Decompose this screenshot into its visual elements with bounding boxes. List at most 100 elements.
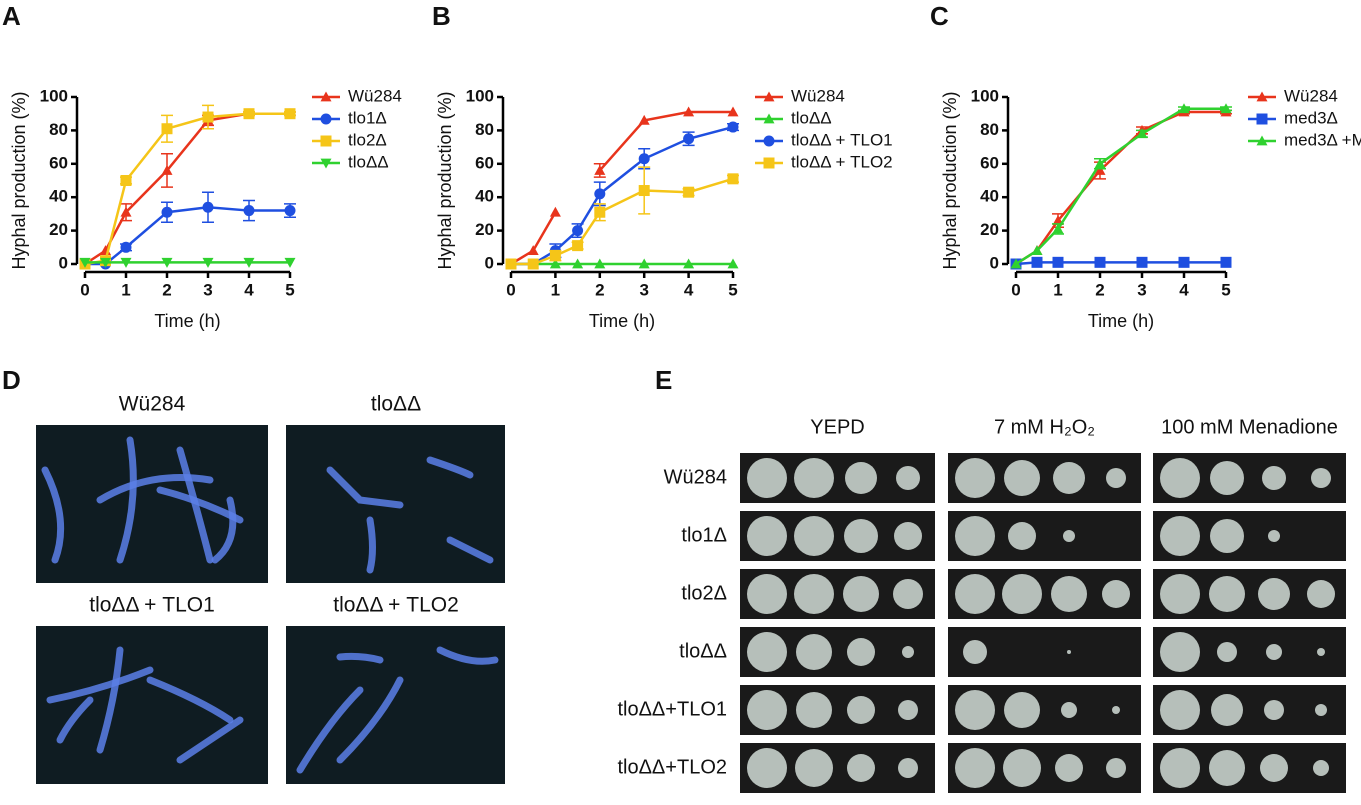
data-point (161, 206, 173, 218)
panel-letter: A (2, 1, 21, 31)
legend-label: tloΔΔ (348, 152, 389, 171)
series-line (84, 112, 290, 266)
colony-spot (955, 690, 995, 730)
series-line (84, 112, 290, 266)
strain-label: Wü284 (664, 466, 727, 488)
colony-spot (963, 640, 987, 664)
micrograph (286, 626, 505, 784)
colony-spot (747, 690, 787, 730)
colony-spot (847, 754, 875, 782)
x-tick-label: 1 (551, 280, 560, 299)
data-point (202, 201, 214, 213)
colony-spot (1262, 466, 1286, 490)
legend-label: tloΔΔ + TLO1 (791, 130, 893, 149)
colony-spot (894, 522, 922, 550)
hypha (211, 496, 237, 564)
colony-spot (1067, 650, 1071, 654)
y-tick-label: 100 (466, 86, 494, 105)
y-tick-label: 60 (980, 153, 999, 172)
legend-marker (1256, 113, 1268, 125)
data-point (527, 245, 539, 256)
data-point (572, 240, 584, 252)
colony-spot (747, 516, 787, 556)
colony-spot (1210, 519, 1244, 553)
x-tick-label: 5 (728, 280, 737, 299)
x-axis-title: Time (h) (589, 311, 655, 331)
image-caption: tloΔΔ + TLO1 (89, 594, 215, 617)
legend-marker (320, 91, 332, 102)
data-point (1052, 256, 1064, 268)
colony-spot (1051, 576, 1087, 612)
data-point (594, 258, 606, 269)
strain-label: tloΔΔ+TLO2 (617, 756, 727, 778)
colony-spot (1004, 692, 1040, 728)
x-axis-title: Time (h) (1088, 311, 1154, 331)
condition-label: 7 mM H₂O₂ (994, 416, 1095, 438)
colony-spot (1209, 576, 1245, 612)
data-point (284, 108, 296, 120)
colony-spot (1160, 690, 1200, 730)
data-point (120, 257, 132, 268)
colony-spot (1315, 704, 1327, 716)
data-point (120, 241, 132, 253)
y-tick-label: 20 (980, 220, 999, 239)
legend-label: tlo2Δ (348, 130, 387, 149)
data-point (202, 257, 214, 268)
image-caption: tloΔΔ + TLO2 (333, 594, 459, 617)
legend-label: med3Δ +MED3 (1284, 130, 1361, 149)
legend-label: Wü284 (791, 86, 845, 105)
colony-spot (955, 458, 995, 498)
data-point (161, 257, 173, 268)
data-point (1178, 256, 1190, 268)
colony-spot (1160, 632, 1200, 672)
data-point (1031, 245, 1043, 256)
legend-label: Wü284 (348, 86, 402, 105)
series-line (598, 110, 733, 172)
colony-spot (1160, 516, 1200, 556)
colony-spot (1209, 750, 1245, 786)
condition-label: 100 mM Menadione (1161, 416, 1338, 438)
x-tick-label: 3 (1137, 280, 1146, 299)
x-tick-label: 2 (595, 280, 604, 299)
hypha (176, 716, 244, 764)
data-point (1094, 256, 1106, 268)
colony-spot (794, 574, 834, 614)
colony-spot (1008, 522, 1036, 550)
panel-letter: C (930, 1, 949, 31)
colony-spot (747, 632, 787, 672)
colony-spot (795, 749, 833, 787)
hypha (446, 536, 494, 564)
x-tick-label: 2 (162, 280, 171, 299)
colony-spot (747, 458, 787, 498)
data-point (1094, 164, 1106, 175)
hypha (336, 652, 384, 664)
colony-spot (844, 519, 878, 553)
colony-spot (1002, 574, 1042, 614)
colony-spot (902, 646, 914, 658)
y-tick-label: 20 (49, 220, 68, 239)
colony-spot (955, 574, 995, 614)
data-point (505, 258, 517, 270)
data-point (638, 114, 650, 125)
legend-label: tloΔΔ + TLO2 (791, 152, 893, 171)
x-tick-label: 5 (1221, 280, 1230, 299)
hypha (296, 686, 364, 774)
colony-spot (747, 748, 787, 788)
y-tick-label: 40 (475, 187, 494, 206)
colony-spot (1211, 694, 1243, 726)
hypha (41, 466, 65, 564)
data-point (120, 206, 132, 217)
y-tick-label: 0 (990, 253, 999, 272)
data-point (1178, 103, 1190, 114)
colony-spot (955, 516, 995, 556)
strain-label: tloΔΔ+TLO1 (617, 698, 727, 720)
data-point (683, 133, 695, 145)
data-point (638, 185, 650, 197)
data-point (549, 250, 561, 262)
data-point (594, 206, 606, 218)
series-line (510, 211, 557, 266)
x-tick-label: 1 (1053, 280, 1062, 299)
x-tick-label: 0 (506, 280, 515, 299)
data-point (683, 186, 695, 198)
data-point (161, 123, 173, 135)
